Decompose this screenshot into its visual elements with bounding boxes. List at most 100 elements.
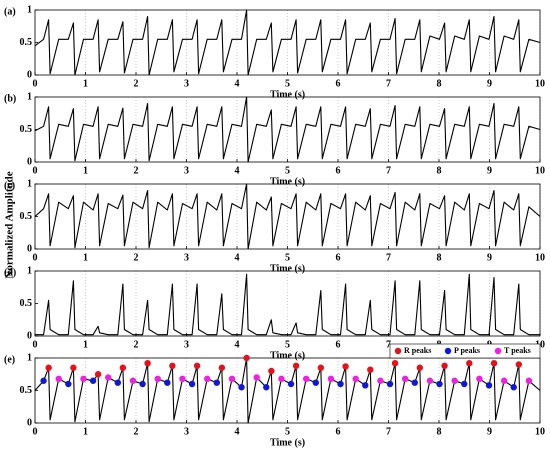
x-tick-label: 9 [487, 78, 492, 89]
panel-label: (a) [4, 6, 16, 17]
peak-marker [119, 364, 127, 371]
peak-marker [70, 364, 77, 371]
x-axis-label: Time (s) [270, 437, 305, 448]
peak-marker [228, 375, 236, 382]
peak-marker [337, 380, 344, 388]
x-tick-label: 7 [386, 426, 391, 437]
x-tick-label: 5 [285, 339, 290, 350]
peak-marker [94, 371, 102, 378]
x-tick-label: 3 [184, 252, 189, 263]
y-tick-label: 0 [27, 417, 32, 428]
peak-marker [164, 379, 171, 386]
x-tick-label: 3 [184, 339, 189, 350]
x-tick-label: 4 [235, 78, 240, 89]
peak-marker [55, 375, 62, 382]
peak-marker [377, 377, 384, 384]
peak-marker [114, 379, 122, 386]
x-tick-label: 9 [487, 165, 492, 176]
x-tick-label: 9 [487, 426, 492, 437]
peak-marker [139, 380, 146, 388]
peak-marker [129, 377, 137, 384]
peak-marker [391, 360, 399, 367]
x-axis-label: Time (s) [270, 176, 305, 187]
peak-marker [441, 362, 448, 369]
peak-marker [218, 364, 226, 371]
peak-marker [263, 384, 270, 391]
y-tick-label: 1 [27, 4, 32, 15]
x-tick-label: 7 [386, 165, 391, 176]
peak-marker [436, 380, 443, 388]
x-tick-label: 1 [83, 426, 88, 437]
x-tick-label: 5 [285, 426, 290, 437]
x-tick-label: 5 [285, 165, 290, 176]
peak-marker [312, 379, 319, 386]
x-tick-label: 2 [134, 165, 139, 176]
peak-marker [367, 366, 374, 373]
x-tick-label: 1 [83, 339, 88, 350]
y-tick-label: 0 [27, 243, 32, 254]
x-tick-label: 1 [83, 78, 88, 89]
peak-marker [238, 384, 245, 391]
peak-marker [193, 362, 201, 369]
peak-marker [466, 360, 473, 367]
peak-marker [525, 377, 533, 384]
peak-marker [80, 375, 87, 382]
peak-marker [188, 380, 196, 388]
x-tick-label: 6 [336, 165, 341, 176]
legend-label: P peaks [454, 346, 480, 355]
peak-marker [278, 375, 285, 382]
x-tick-label: 8 [437, 426, 442, 437]
signal-line [34, 357, 541, 424]
x-tick-label: 9 [487, 252, 492, 263]
legend-box [389, 343, 541, 359]
peak-marker [213, 379, 220, 386]
x-tick-label: 10 [535, 426, 545, 437]
x-tick-label: 10 [535, 78, 545, 89]
x-tick-label: 1 [83, 252, 88, 263]
signal-line [34, 9, 541, 76]
peak-marker [45, 364, 52, 371]
x-tick-label: 0 [33, 78, 38, 89]
x-tick-label: 2 [134, 252, 139, 263]
legend-marker [444, 347, 452, 355]
peak-marker [342, 363, 349, 370]
x-tick-label: 5 [285, 78, 290, 89]
x-tick-label: 6 [336, 78, 341, 89]
peak-marker [510, 384, 517, 391]
y-tick-label: 0 [27, 69, 32, 80]
x-tick-label: 2 [134, 339, 139, 350]
peak-marker [401, 375, 409, 382]
peak-marker [451, 377, 458, 384]
peak-marker [253, 374, 260, 381]
y-tick-label: 1 [27, 178, 32, 189]
peak-marker [40, 377, 47, 384]
x-tick-label: 0 [33, 339, 38, 350]
peak-marker [243, 354, 250, 362]
y-tick-label: 0.5 [20, 211, 33, 222]
peak-marker [65, 380, 72, 388]
x-tick-label: 7 [386, 78, 391, 89]
x-tick-label: 0 [33, 426, 38, 437]
x-tick-label: 6 [336, 252, 341, 263]
x-tick-label: 10 [535, 252, 545, 263]
peak-marker [144, 360, 151, 367]
panel-label: (c) [4, 180, 15, 191]
x-tick-label: 4 [235, 426, 240, 437]
x-tick-label: 3 [184, 426, 189, 437]
panel-label: (e) [4, 354, 15, 365]
signal-line [35, 273, 540, 336]
x-tick-label: 3 [184, 78, 189, 89]
x-tick-label: 6 [336, 426, 341, 437]
x-axis-label: Time (s) [270, 89, 305, 100]
peak-marker [426, 377, 434, 384]
x-tick-label: 6 [336, 339, 341, 350]
peak-marker [352, 375, 359, 382]
x-tick-label: 7 [386, 339, 391, 350]
x-tick-label: 3 [184, 165, 189, 176]
x-tick-label: 8 [437, 252, 442, 263]
peak-marker [476, 375, 483, 382]
y-tick-label: 1 [27, 265, 32, 276]
x-tick-label: 4 [235, 252, 240, 263]
legend-marker [494, 347, 502, 355]
